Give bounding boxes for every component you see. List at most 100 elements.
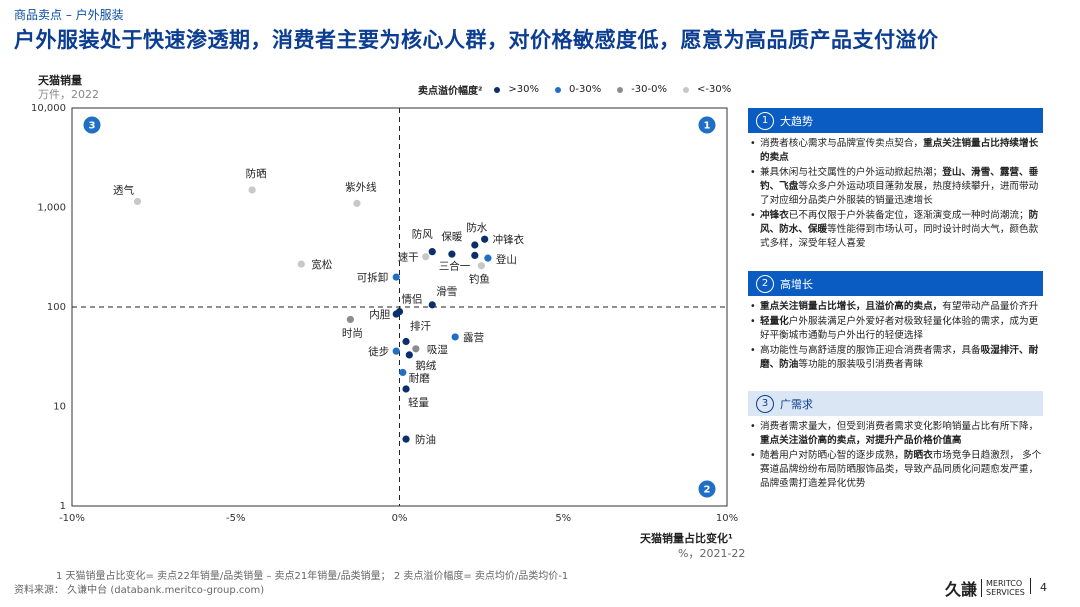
legend-item-lt-m30: <-30% — [683, 84, 731, 95]
data-point-label: 情侣 — [402, 293, 423, 306]
data-point — [471, 241, 479, 249]
quadrant-badge-label: 2 — [704, 485, 711, 496]
panel-header: 2 高增长 — [748, 271, 1043, 296]
panel-title: 广需求 — [780, 397, 813, 411]
panel-high-growth: 2 高增长重点关注销量占比增长，且溢价高的卖点，有望带动产品量价齐升轻量化户外服装… — [748, 271, 1043, 373]
bullet-item: 消费者需求量大，但受到消费者需求变化影响销量占比有所下降， 重点关注溢价高的卖点，… — [748, 420, 1043, 448]
data-point-label: 防晒 — [246, 167, 267, 180]
data-point-label: 内胆 — [369, 308, 390, 321]
y-axis-title: 天猫销量 — [38, 74, 82, 87]
bullet-emphasis: 重点关注销量占比增长，且溢价高的卖点， — [760, 301, 943, 312]
panel-number-badge: 1 — [756, 111, 774, 130]
x-tick-label: 5% — [555, 513, 571, 524]
data-point — [133, 197, 142, 206]
data-point — [481, 235, 489, 243]
legend-label: 0-30% — [569, 84, 602, 95]
data-point — [392, 310, 400, 318]
data-point-label: 徒步 — [368, 345, 389, 358]
data-point-label: 排汗 — [410, 320, 431, 333]
legend-item-0-30: 0-30% — [555, 84, 601, 95]
data-point — [428, 301, 436, 309]
bullet-text: 消费者需求量大，但受到消费者需求变化影响销量占比有所下降， — [760, 421, 1039, 432]
data-point-label: 滑雪 — [436, 286, 457, 298]
x-axis-title: 天猫销量占比变化¹ — [640, 532, 733, 545]
page-title: 户外服装处于快速渗透期，消费者主要为核心人群，对价格敏感度低，愿意为高品质产品支… — [14, 28, 939, 52]
data-point — [399, 368, 407, 377]
data-point-label: 吸湿 — [427, 344, 448, 356]
bullet-text: 随着用户对防晒心智的逐步成熟， — [760, 450, 904, 461]
data-point — [451, 333, 459, 341]
logo-en-line2: SERVICES — [986, 588, 1025, 597]
data-point — [405, 351, 413, 359]
legend-label: >30% — [508, 84, 539, 95]
data-point-label: 透气 — [113, 183, 134, 196]
data-point — [346, 315, 354, 324]
panel-title: 大趋势 — [780, 114, 813, 128]
x-tick-label: 0% — [392, 513, 408, 524]
panel-number-badge: 3 — [756, 394, 774, 413]
data-point-label: 防油 — [415, 433, 436, 446]
data-point-label: 冲锋衣 — [493, 233, 525, 246]
data-point — [422, 253, 430, 261]
bullet-text: 户外服装满足户外爱好者对极致轻量化体验的需求，成为更好平衡城市通勤与户外出行的轻… — [760, 316, 1039, 341]
x-tick-label: 10% — [716, 513, 738, 524]
y-tick-label: 10,000 — [31, 103, 66, 114]
data-point — [392, 273, 400, 281]
legend-dot — [683, 86, 690, 93]
data-point-label: 保暖 — [441, 230, 462, 243]
legend-dot — [617, 86, 624, 93]
bullet-item: 冲锋衣已不再仅限于户外装备定位，逐渐演变成一种时尚潮流；防风、防水、保暖等性能得… — [748, 209, 1043, 251]
data-point-label: 防风 — [412, 228, 433, 241]
data-point-label: 登山 — [496, 253, 517, 266]
data-point — [471, 251, 479, 260]
x-tick-label: -5% — [226, 513, 245, 524]
panel-header: 1 大趋势 — [748, 108, 1043, 133]
bullet-emphasis: 防晒衣 — [903, 450, 933, 461]
page-number: 4 — [1040, 581, 1047, 594]
legend-dot — [494, 86, 501, 93]
y-tick-label: 100 — [47, 302, 66, 313]
bullet-text: 消费者核心需求与品牌宣传卖点契合， — [760, 138, 924, 149]
panel-wide-demand: 3 广需求消费者需求量大，但受到消费者需求变化影响销量占比有所下降， 重点关注溢价高… — [748, 391, 1043, 492]
footnote: 1 天猫销量占比变化= 卖点22年销量/品类销量 – 卖点21年销量/品类销量；… — [56, 571, 569, 582]
quadrant-badge — [698, 116, 716, 134]
data-point-label: 耐磨 — [409, 371, 430, 384]
panel-bullets: 消费者核心需求与品牌宣传卖点契合，重点关注销量占比持续增长的卖点兼具休闲与社交属… — [748, 137, 1043, 251]
bullet-text: 已不再仅限于户外装备定位，逐渐演变成一种时尚潮流； — [788, 210, 1029, 221]
scatter-chart: -10% -5% 0% 5% 10% 1 10 100 1,000 10,000 3 1 2 透气 防晒紫外… — [31, 103, 738, 524]
data-point-label: 鹅绒 — [415, 359, 436, 372]
data-point — [484, 254, 492, 262]
company-logo: 久謙 MERITCO SERVICES — [945, 576, 1025, 600]
data-point — [402, 385, 410, 393]
legend-title: 卖点溢价幅度² — [418, 86, 483, 97]
data-point-label: 露营 — [463, 331, 484, 344]
quadrant-badge-label: 1 — [704, 121, 711, 132]
data-point — [428, 248, 436, 256]
panel-number-badge: 2 — [756, 274, 774, 293]
legend-item-m30-0: -30-0% — [617, 84, 667, 95]
data-point — [477, 262, 485, 270]
legend-label: -30-0% — [631, 84, 668, 95]
logo-en: MERITCO SERVICES — [981, 579, 1025, 597]
bullet-emphasis: 轻量化 — [760, 316, 789, 327]
legend-label: <-30% — [697, 84, 732, 95]
y-tick-label: 1 — [60, 501, 66, 512]
data-point — [392, 347, 400, 355]
bullet-text: 高功能性与高舒适度的服饰正迎合消费者需求，具备 — [760, 345, 981, 356]
bullet-emphasis: 防风、防水、保暖 — [760, 210, 1039, 235]
data-point — [412, 345, 420, 353]
data-point-label: 轻量 — [408, 396, 429, 409]
bullet-item: 高功能性与高舒适度的服饰正迎合消费者需求，具备吸湿排汗、耐磨、防油等功能的服装吸… — [748, 344, 1043, 372]
logo-cn: 久謙 — [945, 580, 978, 599]
data-point-label: 时尚 — [342, 326, 363, 339]
bullet-item: 轻量化户外服装满足户外爱好者对极致轻量化体验的需求，成为更好平衡城市通勤与户外出… — [748, 315, 1043, 343]
data-point-label: 宽松 — [311, 258, 332, 271]
breadcrumb: 商品卖点 – 户外服装 — [14, 8, 124, 22]
bullet-emphasis: 登山、滑雪、露营、垂钓、飞盘 — [760, 167, 1039, 192]
bullet-item: 兼具休闲与社交属性的户外运动掀起热潮；登山、滑雪、露营、垂钓、飞盘等众多户外运动… — [748, 166, 1043, 208]
bullet-emphasis: 重点关注溢价高的卖点，对提升产品价格价值高 — [760, 435, 962, 446]
bullet-emphasis: 冲锋衣 — [760, 210, 789, 221]
quadrant-badge-label: 3 — [89, 121, 96, 132]
panel-title: 高增长 — [780, 277, 813, 291]
page-divider — [1030, 578, 1031, 594]
